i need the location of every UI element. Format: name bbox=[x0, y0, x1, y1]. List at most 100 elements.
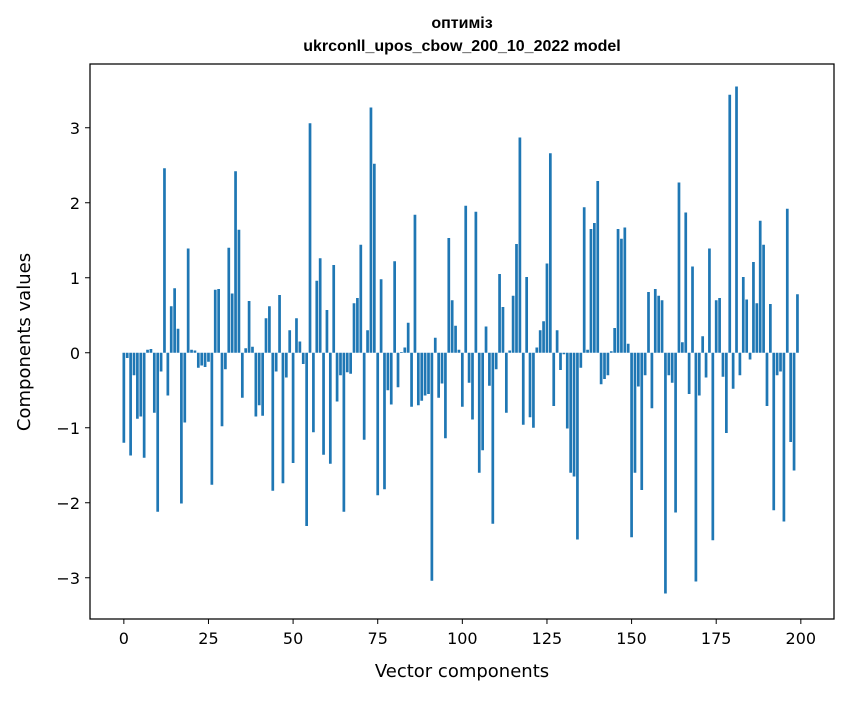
bar bbox=[196, 352, 200, 368]
bar bbox=[691, 266, 694, 353]
bar bbox=[176, 328, 180, 353]
bar bbox=[708, 248, 711, 353]
y-tick-label: −1 bbox=[56, 419, 80, 438]
bar bbox=[738, 352, 742, 376]
bar bbox=[315, 280, 319, 353]
bar-series bbox=[122, 86, 799, 594]
bar bbox=[657, 295, 661, 353]
bar bbox=[653, 289, 657, 353]
chart-title-line-1: оптиміз bbox=[431, 15, 492, 32]
bar bbox=[352, 303, 356, 353]
bar bbox=[410, 352, 413, 407]
bar bbox=[389, 352, 393, 405]
bar bbox=[548, 153, 552, 353]
bar bbox=[572, 352, 576, 477]
bar bbox=[511, 295, 515, 353]
bar bbox=[731, 352, 735, 389]
bar bbox=[125, 352, 129, 358]
bar bbox=[345, 352, 349, 373]
bar bbox=[312, 352, 315, 433]
bar bbox=[190, 349, 193, 353]
bar bbox=[525, 277, 529, 353]
bar bbox=[356, 298, 359, 353]
bar bbox=[515, 244, 518, 353]
x-tick-label: 150 bbox=[616, 629, 647, 648]
bar bbox=[393, 261, 396, 353]
bar bbox=[396, 352, 400, 388]
bar bbox=[339, 352, 342, 376]
bar bbox=[271, 352, 275, 491]
bar bbox=[565, 352, 569, 429]
bar bbox=[779, 352, 782, 372]
bar bbox=[637, 352, 640, 387]
bar bbox=[159, 352, 163, 372]
bar bbox=[748, 352, 752, 360]
bar bbox=[447, 238, 451, 353]
bar bbox=[268, 306, 271, 353]
x-tick-label: 75 bbox=[368, 629, 388, 648]
bar bbox=[694, 352, 698, 582]
bar bbox=[681, 342, 684, 353]
bar bbox=[193, 350, 197, 353]
bar bbox=[274, 352, 278, 372]
x-tick-label: 125 bbox=[532, 629, 563, 648]
bar bbox=[376, 352, 380, 496]
bar bbox=[454, 325, 457, 353]
bar bbox=[660, 300, 664, 353]
bar bbox=[203, 352, 207, 367]
bar bbox=[477, 352, 481, 473]
bar bbox=[169, 306, 173, 353]
bar bbox=[207, 352, 210, 362]
bar bbox=[362, 352, 366, 440]
bar bbox=[701, 336, 705, 353]
bar bbox=[782, 352, 786, 522]
bar bbox=[132, 352, 136, 376]
x-tick-label: 200 bbox=[786, 629, 817, 648]
bar bbox=[735, 86, 738, 353]
bar bbox=[609, 351, 613, 353]
bar bbox=[508, 350, 512, 353]
bar bbox=[620, 238, 623, 353]
bar bbox=[386, 352, 390, 391]
bar bbox=[711, 352, 715, 541]
bar bbox=[741, 277, 745, 353]
bar bbox=[328, 352, 332, 464]
bar bbox=[542, 321, 545, 353]
bar bbox=[552, 352, 556, 406]
bar bbox=[518, 137, 522, 353]
bar bbox=[704, 352, 708, 378]
bar bbox=[305, 352, 308, 526]
bar bbox=[772, 352, 776, 511]
bar bbox=[471, 352, 474, 420]
bar bbox=[136, 352, 139, 419]
bar bbox=[596, 181, 600, 353]
bar bbox=[532, 352, 535, 428]
bar bbox=[224, 352, 227, 370]
bar bbox=[332, 265, 336, 353]
bar bbox=[789, 352, 793, 442]
x-axis-ticks: 0 25 50 75 100 125 150 175 200 bbox=[119, 619, 816, 648]
bar bbox=[633, 352, 637, 473]
bar bbox=[251, 346, 254, 353]
bar bbox=[569, 352, 573, 473]
bar bbox=[186, 248, 190, 353]
bar bbox=[369, 107, 373, 353]
bar bbox=[752, 262, 755, 353]
bar bbox=[593, 223, 596, 353]
bar bbox=[589, 229, 593, 353]
bar bbox=[623, 227, 627, 353]
bar bbox=[674, 352, 677, 513]
bar bbox=[467, 352, 471, 383]
bar bbox=[403, 347, 407, 353]
bar bbox=[457, 349, 461, 353]
bar bbox=[647, 292, 650, 353]
bar bbox=[322, 352, 325, 455]
bar bbox=[491, 352, 495, 524]
bar bbox=[366, 330, 369, 353]
bar bbox=[769, 304, 772, 353]
bar bbox=[444, 352, 447, 439]
bar bbox=[291, 352, 295, 463]
bar bbox=[775, 352, 779, 376]
bar bbox=[244, 348, 248, 353]
bar bbox=[640, 352, 644, 490]
